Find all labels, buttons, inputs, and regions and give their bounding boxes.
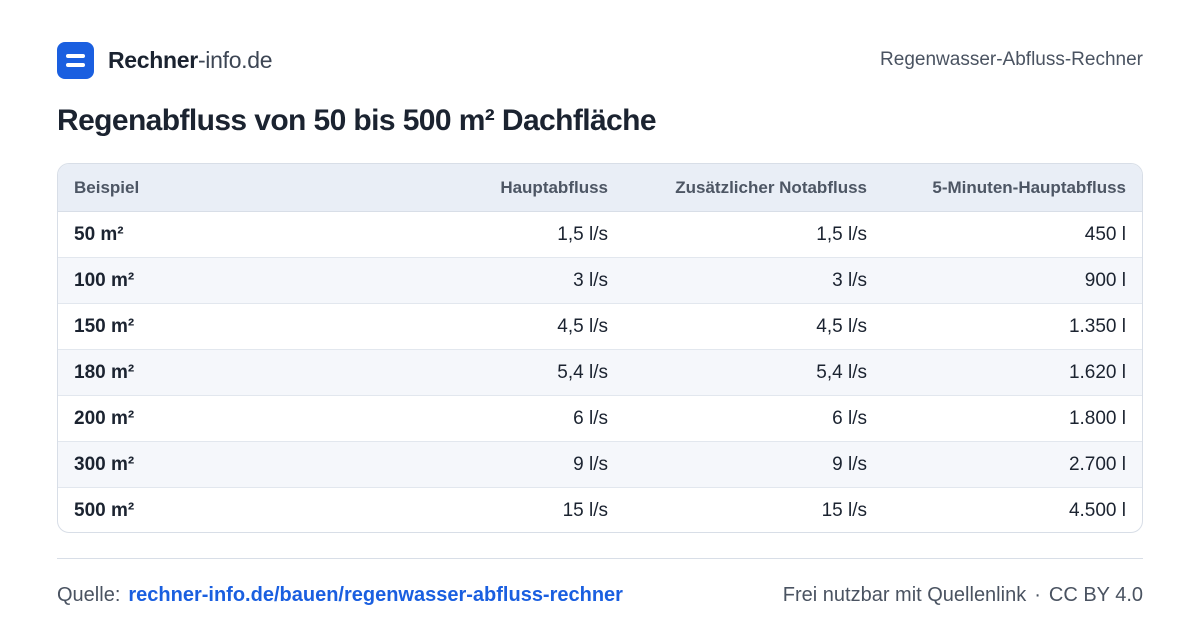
cell-notabfluss: 6 l/s (624, 395, 883, 442)
table-row: 500 m² 15 l/s 15 l/s 4.500 l (58, 488, 1142, 533)
brand-logo[interactable]: Rechner-info.de (57, 40, 273, 80)
page-header: Rechner-info.de Regenwasser-Abfluss-Rech… (57, 40, 1143, 80)
cell-notabfluss: 5,4 l/s (624, 349, 883, 396)
cell-5-minuten: 900 l (883, 257, 1142, 304)
cell-hauptabfluss: 9 l/s (388, 441, 624, 488)
table-row: 50 m² 1,5 l/s 1,5 l/s 450 l (58, 211, 1142, 258)
page-title: Regenabfluss von 50 bis 500 m² Dachfläch… (57, 104, 657, 137)
cell-hauptabfluss: 4,5 l/s (388, 303, 624, 350)
column-header-beispiel: Beispiel (58, 164, 388, 212)
data-table-container: Beispiel Hauptabfluss Zusätzlicher Notab… (57, 163, 1143, 533)
source-credit: Quelle: rechner-info.de/bauen/regenwasser… (57, 584, 623, 607)
cell-notabfluss: 4,5 l/s (624, 303, 883, 350)
table-row: 300 m² 9 l/s 9 l/s 2.700 l (58, 441, 1142, 488)
cell-5-minuten: 1.620 l (883, 349, 1142, 396)
cell-beispiel: 150 m² (58, 303, 388, 350)
cell-5-minuten: 1.800 l (883, 395, 1142, 442)
cell-notabfluss: 1,5 l/s (624, 211, 883, 258)
license-name[interactable]: CC BY 4.0 (1048, 584, 1143, 606)
cell-beispiel: 200 m² (58, 395, 388, 442)
footer-divider (57, 558, 1143, 559)
data-table: Beispiel Hauptabfluss Zusätzlicher Notab… (58, 164, 1142, 533)
license-text: Frei nutzbar mit Quellenlink (782, 584, 1027, 606)
cell-5-minuten: 2.700 l (883, 441, 1142, 488)
column-header-notabfluss: Zusätzlicher Notabfluss (624, 164, 883, 212)
brand-name-bold: Rechner (108, 47, 198, 73)
cell-beispiel: 50 m² (58, 211, 388, 258)
license-separator: · (1034, 584, 1041, 606)
brand-name-rest: -info.de (197, 47, 273, 73)
source-label: Quelle: (57, 584, 121, 606)
cell-5-minuten: 1.350 l (883, 303, 1142, 350)
cell-notabfluss: 9 l/s (624, 441, 883, 488)
cell-hauptabfluss: 1,5 l/s (388, 211, 624, 258)
table-row: 150 m² 4,5 l/s 4,5 l/s 1.350 l (58, 303, 1142, 350)
cell-hauptabfluss: 15 l/s (562, 499, 608, 521)
source-link[interactable]: rechner-info.de/bauen/regenwasser-abflus… (128, 584, 623, 606)
page-footer: Quelle: rechner-info.de/bauen/regenwasser… (57, 584, 1143, 610)
tool-name: Regenwasser-Abfluss-Rechner (880, 49, 1143, 70)
table-row: 100 m² 3 l/s 3 l/s 900 l (58, 257, 1142, 304)
license-info: Frei nutzbar mit Quellenlink · CC BY 4.0 (783, 584, 1143, 607)
cell-beispiel: 500 m² (74, 499, 135, 521)
cell-hauptabfluss: 3 l/s (388, 257, 624, 304)
cell-5-minuten: 4.500 l (1068, 499, 1126, 521)
cell-beispiel: 300 m² (58, 441, 388, 488)
cell-notabfluss: 15 l/s (821, 499, 867, 521)
table-header-row: Beispiel Hauptabfluss Zusätzlicher Notab… (58, 164, 1142, 212)
logo-icon (57, 41, 94, 79)
cell-beispiel: 180 m² (58, 349, 388, 396)
column-header-5-minuten: 5-Minuten-Hauptabfluss (883, 164, 1142, 212)
table-row: 180 m² 5,4 l/s 5,4 l/s 1.620 l (58, 349, 1142, 396)
cell-notabfluss: 3 l/s (624, 257, 883, 304)
cell-hauptabfluss: 6 l/s (388, 395, 624, 442)
cell-hauptabfluss: 5,4 l/s (388, 349, 624, 396)
cell-beispiel: 100 m² (58, 257, 388, 304)
column-header-hauptabfluss: Hauptabfluss (388, 164, 624, 212)
table-row: 200 m² 6 l/s 6 l/s 1.800 l (58, 395, 1142, 442)
brand-name: Rechner-info.de (108, 40, 273, 80)
cell-5-minuten: 450 l (883, 211, 1142, 258)
